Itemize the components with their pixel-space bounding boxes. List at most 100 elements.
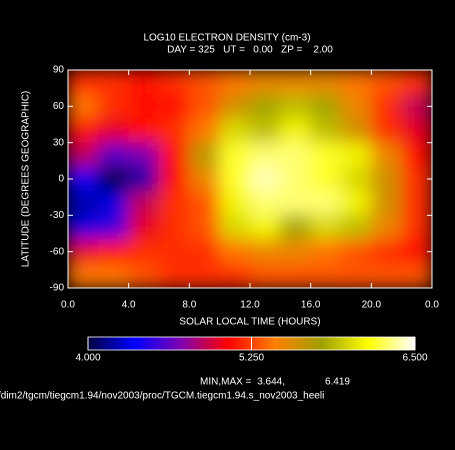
heat-cell bbox=[401, 166, 432, 192]
heat-cell bbox=[310, 263, 342, 288]
y-tick-label: 90 bbox=[53, 65, 65, 76]
heat-cell bbox=[249, 117, 281, 144]
heat-cell bbox=[128, 93, 160, 119]
heat-cell bbox=[249, 166, 281, 192]
heat-cell bbox=[68, 263, 99, 288]
heat-cell bbox=[340, 142, 372, 168]
heat-cell bbox=[279, 166, 312, 192]
colorbar-tick-label: 6.500 bbox=[402, 353, 427, 364]
min-max-label: MIN,MAX = bbox=[200, 377, 252, 388]
heat-cell bbox=[340, 239, 372, 265]
heat-cell bbox=[340, 70, 372, 95]
heat-cell bbox=[401, 70, 432, 95]
heat-cell bbox=[249, 263, 281, 288]
y-tick-label: -90 bbox=[50, 283, 65, 294]
heat-cell bbox=[219, 117, 251, 144]
y-tick-label: 0 bbox=[58, 174, 64, 185]
heat-cell bbox=[340, 190, 372, 216]
heat-cell bbox=[370, 190, 403, 216]
heat-cell bbox=[310, 166, 342, 192]
y-axis-label: LATITUDE (DEGREES GEOGRAPHIC) bbox=[21, 91, 32, 268]
heat-cell bbox=[249, 93, 281, 119]
heat-cell bbox=[279, 214, 312, 241]
heat-cell bbox=[219, 239, 251, 265]
heat-cell bbox=[401, 93, 432, 119]
heat-cell bbox=[158, 93, 190, 119]
heat-cell bbox=[188, 142, 221, 168]
x-tick-label: 20.0 bbox=[362, 300, 382, 311]
chart-title: LOG10 ELECTRON DENSITY (cm-3) bbox=[143, 33, 310, 44]
heat-cell bbox=[249, 239, 281, 265]
max-value: 6.419 bbox=[325, 377, 350, 388]
heat-cell bbox=[370, 166, 403, 192]
heat-cell bbox=[188, 70, 221, 95]
heat-cell bbox=[401, 142, 432, 168]
heatmap bbox=[68, 70, 432, 288]
heat-cell bbox=[249, 214, 281, 241]
heat-cell bbox=[249, 142, 281, 168]
heat-cell bbox=[401, 239, 432, 265]
heat-cell bbox=[68, 70, 99, 95]
heat-cell bbox=[188, 239, 221, 265]
heat-cell bbox=[97, 263, 130, 288]
heat-cell bbox=[249, 190, 281, 216]
heat-cell bbox=[370, 70, 403, 95]
heat-cell bbox=[279, 142, 312, 168]
heat-cell bbox=[158, 190, 190, 216]
heat-cell bbox=[310, 70, 342, 95]
heat-cell bbox=[128, 117, 160, 144]
heat-cell bbox=[370, 263, 403, 288]
heat-cell bbox=[279, 239, 312, 265]
heat-cell bbox=[158, 239, 190, 265]
heat-cell bbox=[219, 93, 251, 119]
heat-cell bbox=[68, 93, 99, 119]
x-tick-label: 12.0 bbox=[240, 300, 260, 311]
heat-cell bbox=[97, 239, 130, 265]
heat-cell bbox=[128, 239, 160, 265]
heat-cell bbox=[370, 142, 403, 168]
heat-cell bbox=[97, 70, 130, 95]
heat-cell bbox=[97, 93, 130, 119]
y-tick-label: -60 bbox=[50, 246, 65, 257]
heat-cell bbox=[340, 214, 372, 241]
heat-cell bbox=[279, 93, 312, 119]
y-tick-label: 60 bbox=[53, 101, 65, 112]
heat-cell bbox=[68, 166, 99, 192]
heat-cell bbox=[128, 70, 160, 95]
x-tick-label: 4.0 bbox=[122, 300, 136, 311]
heat-cell bbox=[188, 214, 221, 241]
heat-cell bbox=[340, 263, 372, 288]
heat-cell bbox=[68, 239, 99, 265]
heat-cell bbox=[310, 190, 342, 216]
heat-cell bbox=[219, 263, 251, 288]
y-tick-label: -30 bbox=[50, 210, 65, 221]
heat-cell bbox=[401, 190, 432, 216]
heat-cell bbox=[158, 214, 190, 241]
heat-cell bbox=[128, 190, 160, 216]
heat-cell bbox=[188, 117, 221, 144]
heat-cell bbox=[310, 239, 342, 265]
heat-cell bbox=[158, 117, 190, 144]
heat-cell bbox=[310, 214, 342, 241]
heat-cell bbox=[68, 142, 99, 168]
heat-cell bbox=[340, 117, 372, 144]
heat-cell bbox=[219, 214, 251, 241]
heat-cell bbox=[68, 214, 99, 241]
heat-cell bbox=[188, 263, 221, 288]
min-value: 3.644, bbox=[257, 377, 285, 388]
heat-cell bbox=[128, 214, 160, 241]
heat-cell bbox=[188, 93, 221, 119]
heat-cell bbox=[279, 70, 312, 95]
x-tick-label: 8.0 bbox=[182, 300, 196, 311]
heat-cell bbox=[97, 166, 130, 192]
heat-cell bbox=[158, 263, 190, 288]
heat-cell bbox=[401, 214, 432, 241]
heat-cell bbox=[370, 93, 403, 119]
heat-cell bbox=[128, 166, 160, 192]
heat-cell bbox=[158, 166, 190, 192]
heat-cell bbox=[279, 263, 312, 288]
heat-cell bbox=[158, 70, 190, 95]
chart-subtitle: DAY = 325 UT = 0.00 ZP = 2.00 bbox=[167, 45, 333, 56]
heat-cell bbox=[219, 190, 251, 216]
heat-cell bbox=[97, 117, 130, 144]
